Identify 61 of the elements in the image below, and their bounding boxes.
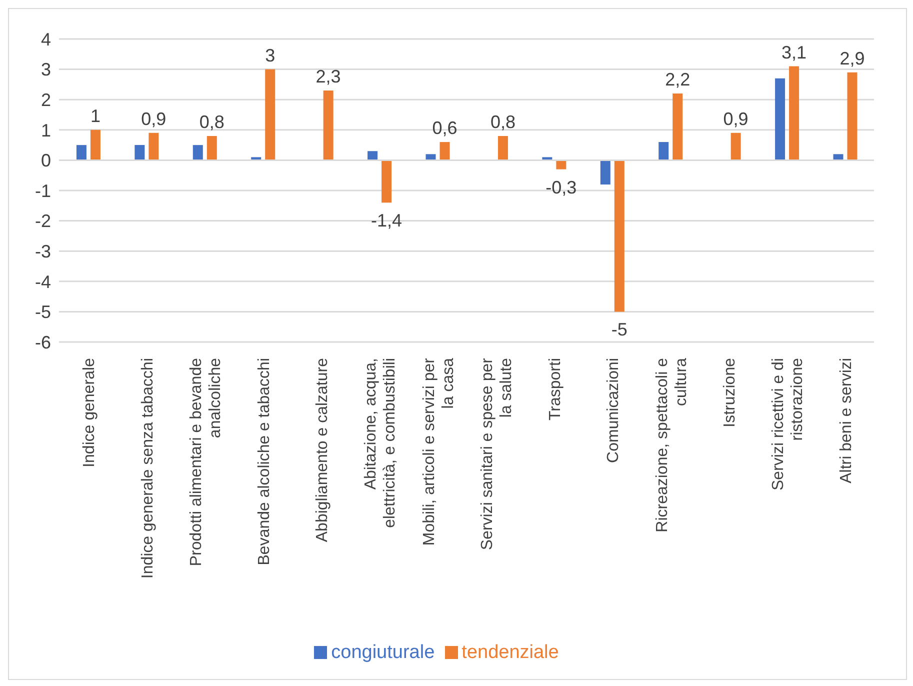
y-tick-label: 4 bbox=[40, 29, 51, 50]
bar bbox=[600, 160, 610, 184]
bar bbox=[658, 142, 669, 160]
y-tick-label: -6 bbox=[34, 332, 51, 352]
bar bbox=[789, 66, 800, 160]
x-tick-label: Altri beni e servizi bbox=[838, 358, 855, 484]
y-tick-label: 3 bbox=[40, 60, 51, 80]
y-tick-label: 2 bbox=[40, 90, 51, 110]
x-tick-label: Servizi ricettivi e di ristorazione bbox=[770, 358, 806, 490]
bar bbox=[323, 90, 334, 160]
data-label: 0,9 bbox=[141, 108, 166, 129]
y-tick-label: -1 bbox=[34, 180, 51, 201]
x-tick-label: Bevande alcoliche e tabacchi bbox=[256, 358, 273, 566]
x-tick-label: Comunicazioni bbox=[605, 358, 622, 463]
data-label: 3,1 bbox=[782, 42, 807, 62]
x-tick-label: Ricreazione, spettacoli e cultura bbox=[654, 358, 690, 532]
x-tick-label: Abbigliamento e calzature bbox=[314, 358, 331, 542]
bar bbox=[614, 160, 624, 312]
y-tick-label: -5 bbox=[34, 302, 51, 322]
y-tick-label: 0 bbox=[40, 150, 51, 171]
bar bbox=[672, 94, 683, 160]
bar bbox=[90, 130, 100, 160]
bar bbox=[556, 160, 566, 170]
bar bbox=[426, 154, 436, 160]
x-tick-label: Indice generale senza tabacchi bbox=[139, 358, 156, 579]
bar bbox=[206, 136, 217, 160]
y-tick-label: -2 bbox=[34, 211, 51, 232]
x-tick-label: Indice generale bbox=[81, 358, 98, 468]
y-tick-label: -4 bbox=[34, 272, 51, 292]
data-label: 1 bbox=[90, 106, 100, 126]
bar bbox=[847, 72, 858, 160]
x-tick-label: Prodotti alimentari e bevande analcoliche bbox=[188, 358, 224, 566]
y-tick-label: -3 bbox=[34, 241, 51, 262]
legend-label: tendenziale bbox=[462, 642, 559, 663]
bar bbox=[833, 154, 844, 160]
data-label: 2,9 bbox=[840, 48, 865, 68]
data-label: 2,2 bbox=[665, 70, 690, 90]
x-tick-label: Istruzione bbox=[721, 358, 738, 428]
data-label: 0,8 bbox=[199, 112, 224, 132]
data-label: -0,3 bbox=[546, 177, 577, 198]
bar bbox=[192, 145, 203, 160]
data-label: -5 bbox=[611, 320, 628, 340]
data-label: -1,4 bbox=[371, 210, 402, 231]
bar bbox=[265, 69, 276, 160]
bar bbox=[134, 145, 145, 160]
bar bbox=[440, 142, 450, 160]
y-tick-label: 1 bbox=[40, 120, 51, 140]
bar bbox=[148, 132, 159, 160]
bar bbox=[498, 136, 508, 160]
bar bbox=[368, 151, 378, 160]
data-label: 0,9 bbox=[723, 108, 748, 129]
data-label: 0,6 bbox=[432, 118, 458, 138]
bar bbox=[775, 78, 786, 160]
x-tick-label: Trasporti bbox=[546, 358, 564, 421]
data-label: 2,3 bbox=[316, 66, 341, 87]
legend-label: congiuturale bbox=[331, 642, 435, 663]
bar bbox=[76, 145, 86, 160]
data-label: 0,8 bbox=[490, 112, 516, 132]
bar bbox=[382, 160, 392, 203]
bar bbox=[730, 132, 741, 160]
data-label: 3 bbox=[265, 45, 276, 66]
